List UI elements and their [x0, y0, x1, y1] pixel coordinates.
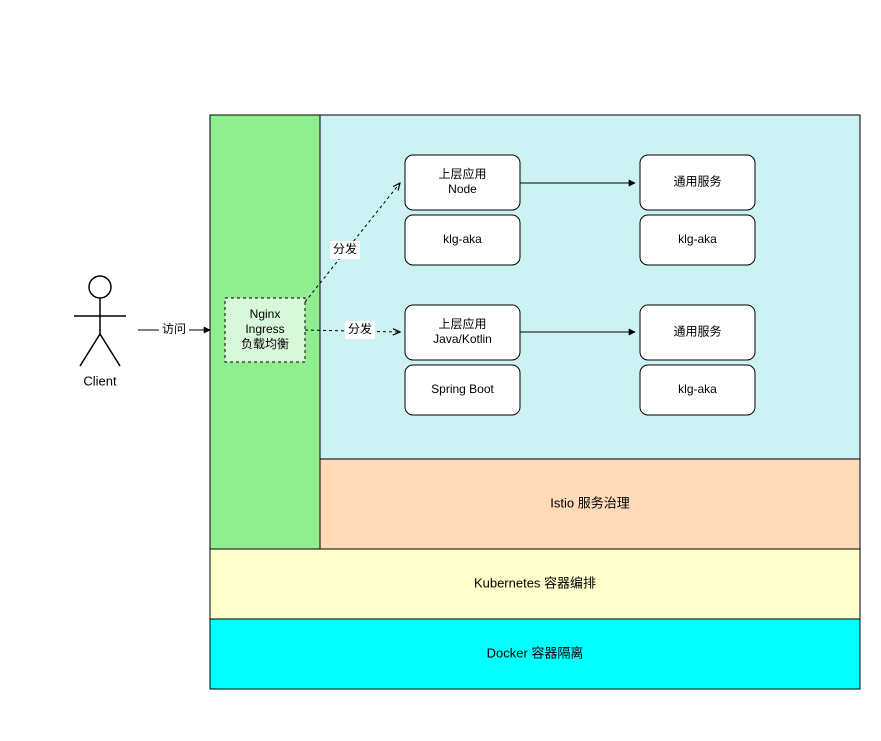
edge-visit-label: 访问: [162, 322, 186, 336]
service-mesh-area: [320, 115, 860, 459]
edge-dist1-label: 分发: [333, 241, 357, 256]
service-box-top-label: 通用服务: [673, 174, 721, 189]
layer-k8s-label: Kubernetes 容器编排: [474, 575, 596, 590]
app-box-bottom-label: 上层应用: [438, 316, 486, 331]
app-box-top-label: 上层应用: [438, 166, 486, 181]
layer-istio-label: Istio 服务治理: [550, 495, 629, 510]
diagram-canvas: Docker 容器隔离 Kubernetes 容器编排 Istio 服务治理 Ngin…: [0, 0, 881, 741]
runtime-box-top-label: klg-aka: [443, 232, 482, 246]
service-box-bottom-label: 通用服务: [673, 324, 721, 339]
ingress-box-label: 负载均衡: [241, 337, 289, 351]
ingress-box-label: Nginx: [250, 307, 281, 321]
actor-client: [74, 276, 126, 366]
layer-docker-label: Docker 容器隔离: [487, 645, 584, 660]
app-box-top-label: Node: [448, 182, 477, 196]
runtime-box-bottom-label: Spring Boot: [431, 382, 494, 396]
service-rt-box-top-label: klg-aka: [678, 232, 717, 246]
app-box-bottom-label: Java/Kotlin: [433, 332, 492, 346]
actor-client-label: Client: [83, 373, 117, 388]
service-rt-box-bottom-label: klg-aka: [678, 382, 717, 396]
edge-dist2-label: 分发: [348, 321, 372, 336]
ingress-box-label: Ingress: [245, 322, 284, 336]
